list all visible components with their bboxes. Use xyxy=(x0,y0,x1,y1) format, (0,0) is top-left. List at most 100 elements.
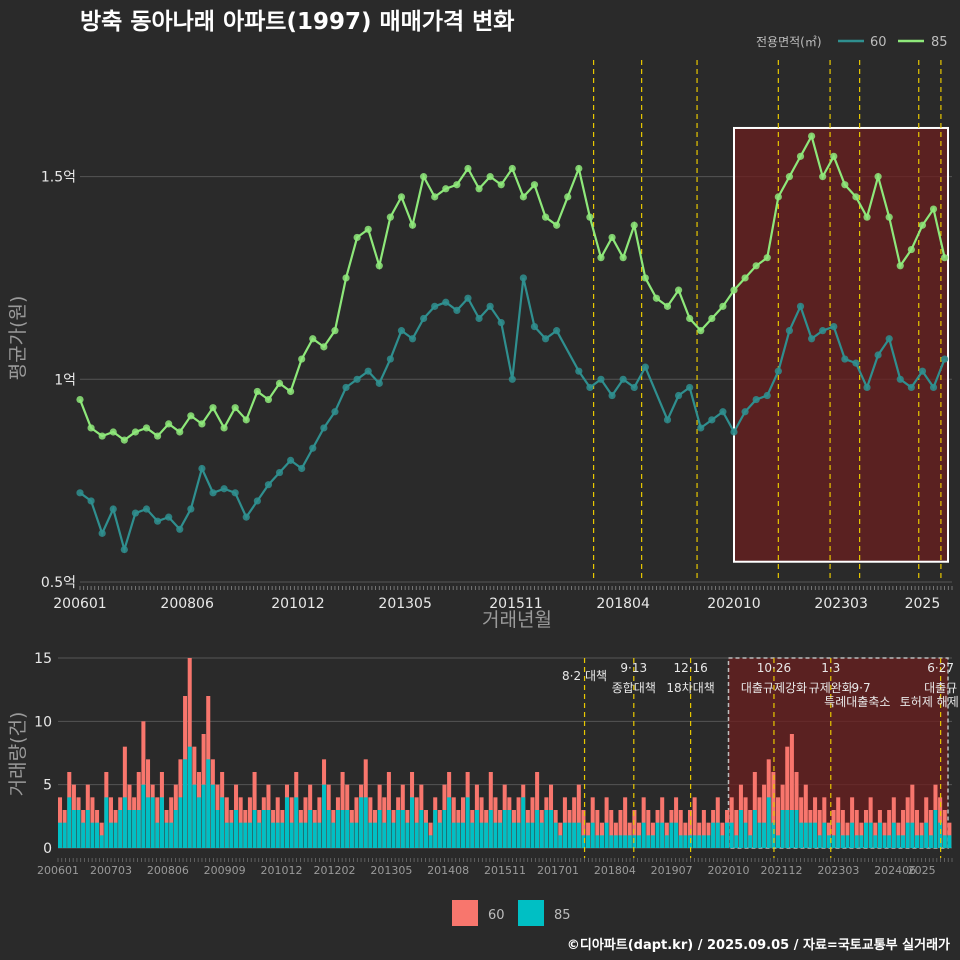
volume-bar-60 xyxy=(382,797,387,848)
volume-bar-60 xyxy=(942,810,947,848)
volume-bar-85 xyxy=(678,835,683,848)
price-point-60 xyxy=(253,497,261,505)
volume-bar-85 xyxy=(729,822,734,848)
volume-bar-60 xyxy=(748,810,753,848)
volume-bar-85 xyxy=(58,822,63,848)
volume-bar-85 xyxy=(71,810,76,848)
volume-bar-60 xyxy=(910,784,915,848)
volume-bar-85 xyxy=(692,835,697,848)
price-x-tick-label: 201511 xyxy=(489,596,542,612)
volume-bar-85 xyxy=(192,784,197,848)
volume-bar-85 xyxy=(845,835,850,848)
event-label: 6·27 xyxy=(927,661,954,675)
volume-bar-85 xyxy=(572,822,577,848)
price-point-85 xyxy=(630,221,638,229)
price-point-60 xyxy=(763,391,771,400)
volume-bar-85 xyxy=(706,835,711,848)
event-sublabel: 토허제 해제 xyxy=(900,695,959,709)
volume-bar-85 xyxy=(873,835,878,848)
price-point-60 xyxy=(397,327,406,335)
volume-bar-60 xyxy=(836,797,841,848)
volume-y-tick-label: 5 xyxy=(43,778,52,794)
volume-bar-85 xyxy=(919,835,924,848)
price-point-85 xyxy=(752,262,760,270)
price-point-85 xyxy=(331,327,339,335)
volume-bar-60 xyxy=(914,810,919,848)
price-point-85 xyxy=(830,152,838,160)
price-point-60 xyxy=(530,323,539,331)
price-legend: 전용면적(㎡) 60 85 xyxy=(756,35,948,50)
volume-bar-85 xyxy=(289,822,294,848)
volume-bar-85 xyxy=(456,822,461,848)
volume-bar-85 xyxy=(488,810,493,848)
volume-bar-85 xyxy=(762,822,767,848)
price-point-85 xyxy=(686,314,694,323)
volume-bar-85 xyxy=(382,822,387,848)
volume-bar-85 xyxy=(196,797,201,848)
volume-bar-85 xyxy=(632,835,637,848)
event-label: 12·16 xyxy=(673,661,707,675)
price-point-85 xyxy=(76,395,84,404)
volume-bar-85 xyxy=(535,810,540,848)
price-point-60 xyxy=(109,505,117,513)
volume-bar-60 xyxy=(785,746,790,848)
price-point-85 xyxy=(153,432,162,440)
volume-bar-60 xyxy=(641,797,646,848)
price-point-85 xyxy=(841,181,849,189)
volume-bar-85 xyxy=(396,810,401,848)
legend-label-60: 60 xyxy=(870,35,887,50)
volume-bar-85 xyxy=(183,759,188,848)
volume-bar-85 xyxy=(317,822,322,848)
price-point-85 xyxy=(375,262,383,270)
price-point-85 xyxy=(165,420,173,428)
price-point-60 xyxy=(453,306,461,314)
price-point-85 xyxy=(608,233,616,242)
volume-chart: 0 5 10 15 8·2 대책 9·13 종합대책 12·16 18차대책 10·26 대출규제강… xyxy=(34,651,959,877)
volume-bar-85 xyxy=(840,835,845,848)
volume-bar-85 xyxy=(377,810,382,848)
price-point-85 xyxy=(564,193,572,201)
volume-bar-85 xyxy=(210,784,215,848)
volume-bar-60 xyxy=(803,784,808,848)
volume-bar-85 xyxy=(910,822,915,848)
price-point-85 xyxy=(896,262,904,270)
volume-bar-85 xyxy=(697,835,702,848)
volume-bar-85 xyxy=(623,835,628,848)
volume-bar-85 xyxy=(122,797,127,848)
volume-bar-85 xyxy=(938,822,943,848)
price-point-60 xyxy=(420,314,428,323)
volume-bar-60 xyxy=(701,810,706,848)
price-point-60 xyxy=(863,383,871,392)
volume-x-tick-label: 200909 xyxy=(204,864,246,877)
price-y-tick-label: 0.5억 xyxy=(41,575,76,591)
volume-x-tick-label: 200703 xyxy=(90,864,132,877)
volume-bar-85 xyxy=(836,822,841,848)
price-point-60 xyxy=(165,513,173,521)
volume-bar-85 xyxy=(877,822,882,848)
price-point-85 xyxy=(719,302,727,310)
price-point-85 xyxy=(298,355,306,363)
volume-bar-85 xyxy=(173,810,178,848)
volume-bar-60 xyxy=(247,797,252,848)
price-point-85 xyxy=(442,185,450,193)
volume-bar-85 xyxy=(146,797,151,848)
volume-bar-85 xyxy=(303,822,308,848)
volume-bar-60 xyxy=(479,797,484,848)
volume-bar-85 xyxy=(789,810,794,848)
volume-bar-85 xyxy=(493,822,498,848)
price-point-60 xyxy=(541,335,550,343)
volume-x-tick-label: 2025 xyxy=(908,864,936,877)
volume-bar-60 xyxy=(660,797,665,848)
legend-label-85: 85 xyxy=(931,35,948,50)
volume-bar-85 xyxy=(725,822,730,848)
price-point-85 xyxy=(874,173,882,181)
volume-bar-85 xyxy=(581,835,586,848)
price-point-60 xyxy=(408,335,417,343)
volume-bar-85 xyxy=(627,835,632,848)
event-sublabel: 특례대출축소 xyxy=(824,695,890,709)
volume-bar-85 xyxy=(646,835,651,848)
volume-bar-85 xyxy=(405,822,410,848)
volume-x-tick-label: 201012 xyxy=(261,864,303,877)
price-point-85 xyxy=(397,193,406,201)
volume-bar-85 xyxy=(942,835,947,848)
